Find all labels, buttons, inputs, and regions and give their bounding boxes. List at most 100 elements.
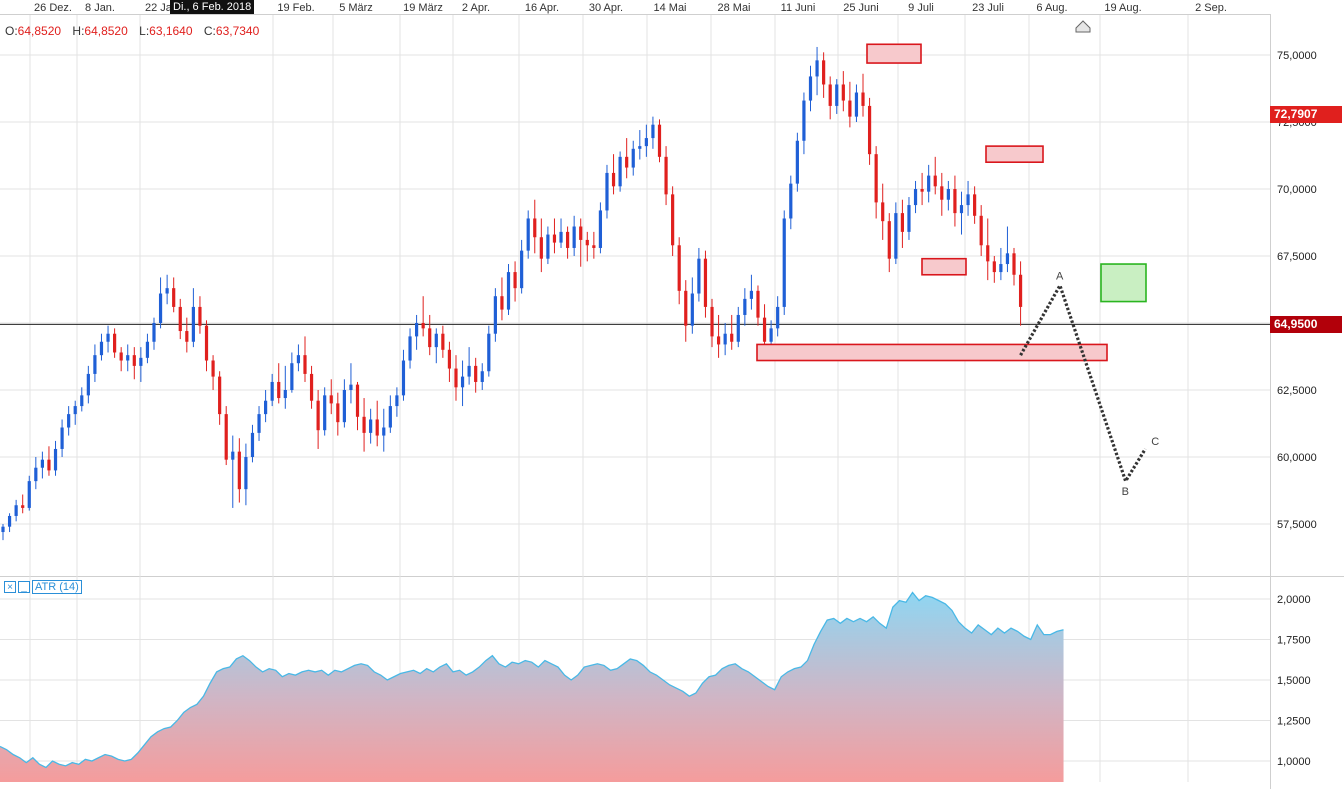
candle[interactable] (513, 261, 517, 302)
candle[interactable] (309, 365, 314, 409)
candle[interactable] (828, 76, 832, 120)
candle[interactable] (605, 164, 609, 219)
candle[interactable] (47, 446, 51, 476)
candle[interactable] (539, 218, 543, 273)
candle[interactable] (447, 341, 452, 382)
candle[interactable] (1018, 261, 1023, 326)
candle[interactable] (395, 387, 399, 417)
candle[interactable] (579, 218, 583, 267)
candle[interactable] (388, 395, 392, 433)
candle[interactable] (789, 175, 793, 230)
candle[interactable] (145, 333, 150, 364)
candle[interactable] (677, 237, 681, 305)
candle[interactable] (940, 172, 944, 216)
candle[interactable] (191, 288, 195, 348)
candle[interactable] (1012, 247, 1016, 286)
candle[interactable] (572, 215, 576, 256)
candle[interactable] (999, 247, 1003, 281)
candle[interactable] (730, 314, 734, 350)
candle[interactable] (520, 239, 524, 294)
candle[interactable] (316, 390, 320, 449)
candle[interactable] (776, 296, 780, 337)
candle[interactable] (598, 202, 603, 254)
candle[interactable] (126, 344, 130, 372)
candle[interactable] (106, 325, 110, 353)
candle[interactable] (408, 328, 412, 369)
candle[interactable] (946, 180, 950, 211)
candle[interactable] (119, 347, 123, 372)
candle[interactable] (966, 180, 970, 216)
candle[interactable] (165, 274, 169, 305)
candle[interactable] (27, 475, 31, 511)
candle[interactable] (21, 494, 25, 514)
candle[interactable] (546, 226, 550, 265)
candle[interactable] (703, 250, 708, 318)
candle[interactable] (874, 146, 878, 219)
candle[interactable] (644, 124, 648, 157)
candle[interactable] (795, 132, 799, 192)
candle[interactable] (907, 197, 911, 240)
candle[interactable] (900, 199, 905, 248)
candle[interactable] (257, 406, 261, 441)
candle[interactable] (93, 344, 97, 382)
candle[interactable] (802, 92, 806, 155)
candle[interactable] (920, 172, 924, 206)
candle[interactable] (369, 408, 373, 444)
candle[interactable] (592, 231, 596, 259)
candle[interactable] (224, 406, 228, 466)
candle[interactable] (467, 347, 471, 385)
candle[interactable] (428, 314, 432, 356)
candle[interactable] (585, 231, 589, 262)
candle[interactable] (401, 349, 406, 401)
candle[interactable] (454, 355, 458, 401)
candle[interactable] (382, 408, 386, 452)
candle[interactable] (618, 151, 622, 192)
candle[interactable] (40, 451, 44, 479)
candle[interactable] (34, 457, 38, 490)
candle[interactable] (152, 317, 156, 350)
candle[interactable] (841, 71, 845, 112)
candle[interactable] (992, 256, 996, 283)
candle[interactable] (913, 180, 918, 214)
candle[interactable] (421, 296, 425, 337)
candle[interactable] (67, 406, 71, 436)
candle[interactable] (848, 81, 852, 128)
candle[interactable] (362, 398, 366, 452)
candle[interactable] (86, 365, 90, 404)
candle[interactable] (638, 130, 642, 160)
candle[interactable] (611, 154, 616, 195)
candle[interactable] (172, 277, 176, 313)
close-indicator-button[interactable]: × (4, 581, 16, 593)
candle[interactable] (710, 298, 714, 348)
candle[interactable] (99, 333, 104, 361)
candle[interactable] (270, 373, 274, 407)
candle[interactable] (1005, 226, 1010, 273)
candle[interactable] (231, 435, 235, 508)
candle[interactable] (959, 191, 964, 235)
candle[interactable] (250, 424, 255, 463)
candle[interactable] (854, 84, 859, 122)
candle[interactable] (559, 218, 563, 248)
candle[interactable] (342, 379, 346, 428)
candle[interactable] (651, 116, 655, 149)
candle[interactable] (487, 325, 491, 377)
candle[interactable] (986, 218, 990, 281)
candle[interactable] (927, 164, 931, 203)
candle[interactable] (552, 218, 557, 254)
candle[interactable] (441, 325, 445, 358)
candle[interactable] (835, 79, 839, 114)
candle[interactable] (132, 347, 136, 380)
candle[interactable] (671, 186, 675, 256)
price-plot[interactable] (0, 46, 1270, 541)
candle[interactable] (211, 355, 215, 390)
candle[interactable] (887, 213, 891, 273)
candle[interactable] (290, 352, 294, 393)
candle[interactable] (749, 274, 754, 310)
candle[interactable] (237, 438, 241, 503)
candle[interactable] (493, 288, 497, 342)
candle[interactable] (881, 183, 885, 240)
candle[interactable] (60, 419, 64, 457)
candle[interactable] (808, 65, 813, 112)
candle[interactable] (375, 400, 379, 447)
candle[interactable] (139, 347, 143, 382)
